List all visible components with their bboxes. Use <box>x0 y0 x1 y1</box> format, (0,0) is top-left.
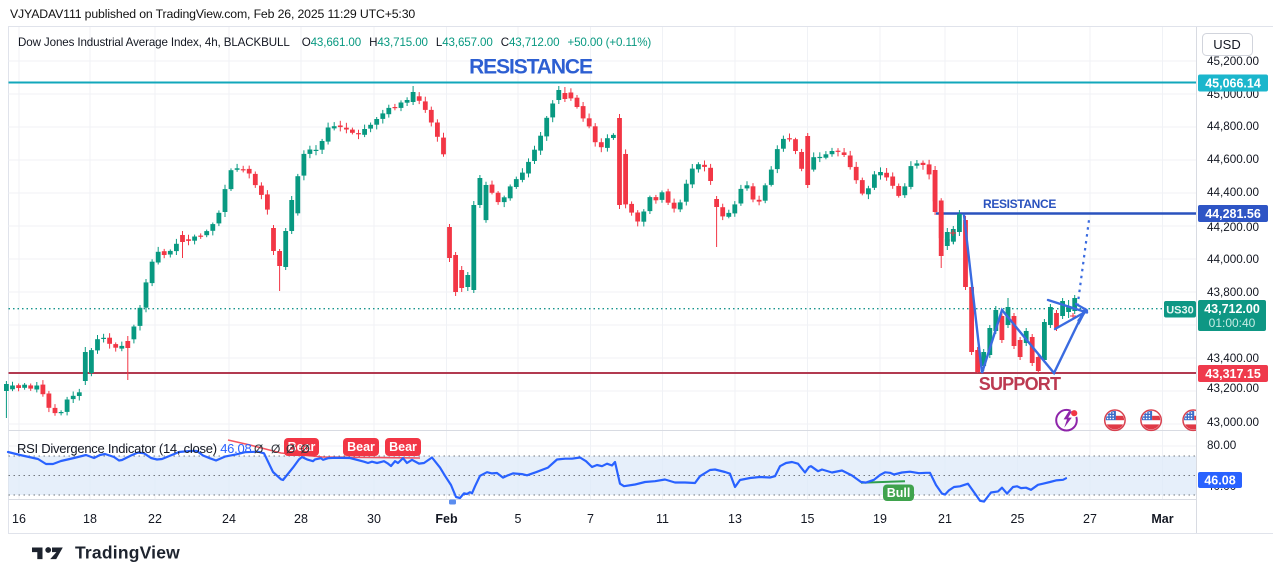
svg-text:43,400.00: 43,400.00 <box>1207 352 1259 365</box>
svg-text:44,400.00: 44,400.00 <box>1207 186 1259 199</box>
svg-text:VJYADAV111 published on Tradin: VJYADAV111 published on TradingView.com,… <box>10 7 415 21</box>
svg-text:TradingView: TradingView <box>75 543 180 563</box>
svg-text:US30: US30 <box>1166 305 1194 317</box>
svg-text:22: 22 <box>148 512 162 526</box>
svg-text:46.08: 46.08 <box>1204 474 1235 488</box>
svg-text:80.00: 80.00 <box>1207 439 1237 452</box>
svg-text:7: 7 <box>587 512 594 526</box>
svg-text:44,800.00: 44,800.00 <box>1207 120 1259 133</box>
svg-text:30: 30 <box>367 512 381 526</box>
svg-text:45,200.00: 45,200.00 <box>1207 55 1259 68</box>
svg-text:43,317.15: 43,317.15 <box>1205 367 1261 381</box>
svg-text:Bear: Bear <box>389 440 417 454</box>
svg-text:44,600.00: 44,600.00 <box>1207 153 1259 166</box>
svg-text:28: 28 <box>294 512 308 526</box>
svg-text:Bull: Bull <box>887 486 911 500</box>
svg-text:18: 18 <box>83 512 97 526</box>
svg-text:5: 5 <box>515 512 522 526</box>
svg-text:19: 19 <box>873 512 887 526</box>
svg-text:Ø: Ø <box>301 442 310 456</box>
svg-text:Ø: Ø <box>286 442 295 456</box>
svg-text:43,800.00: 43,800.00 <box>1207 286 1259 299</box>
svg-text:15: 15 <box>801 512 815 526</box>
svg-text:13: 13 <box>728 512 742 526</box>
svg-text:Ø: Ø <box>254 442 263 456</box>
svg-text:USD: USD <box>1213 37 1240 52</box>
svg-text:Ø: Ø <box>271 442 280 456</box>
svg-text:43,712.00: 43,712.00 <box>1204 302 1260 316</box>
svg-text:27: 27 <box>1083 512 1097 526</box>
svg-text:Bear: Bear <box>347 440 375 454</box>
svg-text:01:00:40: 01:00:40 <box>1209 316 1256 330</box>
svg-text:44,200.00: 44,200.00 <box>1207 221 1259 234</box>
svg-text:11: 11 <box>656 512 669 526</box>
svg-text:Mar: Mar <box>1151 512 1173 526</box>
svg-text:44,000.00: 44,000.00 <box>1207 253 1259 266</box>
svg-text:RSI Divergence Indicator (14,: RSI Divergence Indicator (14, close) 46.… <box>17 441 251 456</box>
svg-text:SUPPORT: SUPPORT <box>979 374 1061 394</box>
svg-text:Bear: Bear <box>288 440 316 454</box>
svg-text:RESISTANCE: RESISTANCE <box>469 56 593 79</box>
svg-text:24: 24 <box>222 512 236 526</box>
svg-text:16: 16 <box>12 512 26 526</box>
svg-text:43,200.00: 43,200.00 <box>1207 382 1259 395</box>
svg-text:Dow Jones Industrial Average I: Dow Jones Industrial Average Index, 4h, … <box>18 36 651 49</box>
svg-text:43,000.00: 43,000.00 <box>1207 416 1259 429</box>
svg-text:25: 25 <box>1011 512 1025 526</box>
svg-text:44,281.56: 44,281.56 <box>1205 207 1261 221</box>
svg-text:45,066.14: 45,066.14 <box>1205 77 1261 91</box>
svg-text:Feb: Feb <box>435 512 458 526</box>
svg-text:RESISTANCE: RESISTANCE <box>983 197 1056 211</box>
svg-text:21: 21 <box>938 512 952 526</box>
